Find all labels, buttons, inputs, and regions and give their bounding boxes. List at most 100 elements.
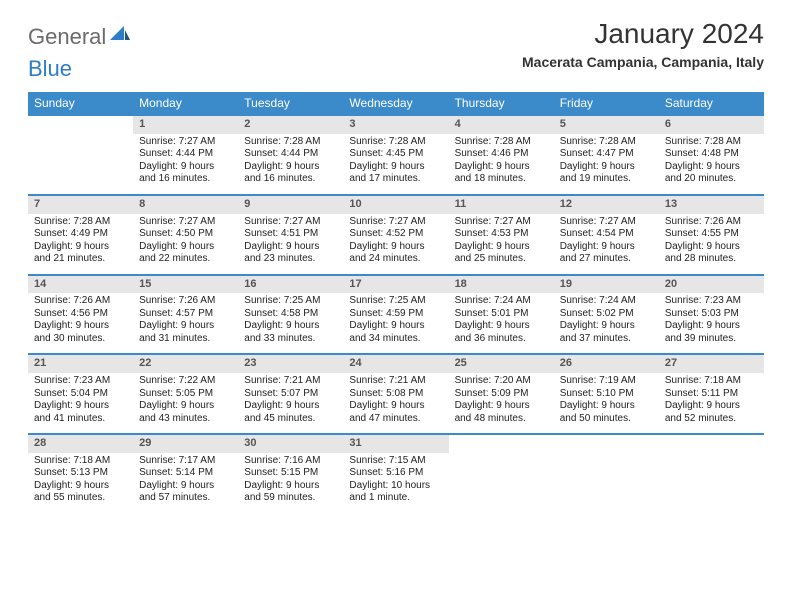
sunrise-text: Sunrise: 7:28 AM (455, 136, 548, 149)
day-number-row: 123456 (28, 115, 764, 134)
sunrise-text: Sunrise: 7:25 AM (349, 295, 442, 308)
daylight-text: Daylight: 9 hours (34, 241, 127, 254)
day-header: Saturday (659, 92, 764, 115)
daylight-text: and 37 minutes. (560, 333, 653, 346)
sunrise-text: Sunrise: 7:27 AM (560, 216, 653, 229)
sunset-text: Sunset: 5:13 PM (34, 467, 127, 480)
day-number-cell: 19 (554, 275, 659, 294)
day-detail-cell: Sunrise: 7:21 AMSunset: 5:07 PMDaylight:… (238, 373, 343, 434)
daylight-text: and 45 minutes. (244, 413, 337, 426)
sunrise-text: Sunrise: 7:18 AM (665, 375, 758, 388)
sunset-text: Sunset: 5:11 PM (665, 388, 758, 401)
sunrise-text: Sunrise: 7:16 AM (244, 455, 337, 468)
daylight-text: Daylight: 9 hours (139, 320, 232, 333)
sunset-text: Sunset: 5:16 PM (349, 467, 442, 480)
daylight-text: Daylight: 9 hours (244, 400, 337, 413)
day-detail-cell: Sunrise: 7:27 AMSunset: 4:54 PMDaylight:… (554, 214, 659, 275)
day-detail-cell: Sunrise: 7:27 AMSunset: 4:53 PMDaylight:… (449, 214, 554, 275)
daylight-text: and 16 minutes. (139, 173, 232, 186)
daylight-text: and 43 minutes. (139, 413, 232, 426)
sunrise-text: Sunrise: 7:27 AM (244, 216, 337, 229)
day-header-row: Sunday Monday Tuesday Wednesday Thursday… (28, 92, 764, 115)
day-number-cell: 29 (133, 434, 238, 453)
day-detail-cell: Sunrise: 7:21 AMSunset: 5:08 PMDaylight:… (343, 373, 448, 434)
day-detail-cell: Sunrise: 7:17 AMSunset: 5:14 PMDaylight:… (133, 453, 238, 513)
daylight-text: Daylight: 9 hours (560, 161, 653, 174)
daylight-text: and 31 minutes. (139, 333, 232, 346)
title-block: January 2024 Macerata Campania, Campania… (522, 18, 764, 70)
daylight-text: Daylight: 9 hours (34, 480, 127, 493)
daylight-text: Daylight: 9 hours (349, 320, 442, 333)
day-detail-cell: Sunrise: 7:20 AMSunset: 5:09 PMDaylight:… (449, 373, 554, 434)
daylight-text: Daylight: 9 hours (455, 161, 548, 174)
sunrise-text: Sunrise: 7:20 AM (455, 375, 548, 388)
calendar-page: General January 2024 Macerata Campania, … (0, 0, 792, 531)
sunrise-text: Sunrise: 7:28 AM (349, 136, 442, 149)
day-detail-cell: Sunrise: 7:28 AMSunset: 4:48 PMDaylight:… (659, 134, 764, 195)
sunrise-text: Sunrise: 7:18 AM (34, 455, 127, 468)
sunrise-text: Sunrise: 7:28 AM (560, 136, 653, 149)
day-number-cell: 26 (554, 354, 659, 373)
daylight-text: Daylight: 9 hours (665, 400, 758, 413)
sunset-text: Sunset: 5:02 PM (560, 308, 653, 321)
sunset-text: Sunset: 5:10 PM (560, 388, 653, 401)
day-header: Monday (133, 92, 238, 115)
day-number-cell: 31 (343, 434, 448, 453)
day-number-cell (659, 434, 764, 453)
daylight-text: and 23 minutes. (244, 253, 337, 266)
daylight-text: and 57 minutes. (139, 492, 232, 505)
daylight-text: Daylight: 9 hours (34, 320, 127, 333)
daylight-text: Daylight: 9 hours (349, 161, 442, 174)
daylight-text: and 48 minutes. (455, 413, 548, 426)
day-number-cell: 12 (554, 195, 659, 214)
sunset-text: Sunset: 4:44 PM (244, 148, 337, 161)
sunset-text: Sunset: 4:44 PM (139, 148, 232, 161)
daylight-text: and 28 minutes. (665, 253, 758, 266)
day-detail-cell: Sunrise: 7:28 AMSunset: 4:47 PMDaylight:… (554, 134, 659, 195)
daylight-text: and 41 minutes. (34, 413, 127, 426)
day-header: Thursday (449, 92, 554, 115)
daylight-text: and 20 minutes. (665, 173, 758, 186)
day-number-cell: 23 (238, 354, 343, 373)
day-number-cell: 28 (28, 434, 133, 453)
daylight-text: and 59 minutes. (244, 492, 337, 505)
day-number-row: 78910111213 (28, 195, 764, 214)
sunset-text: Sunset: 4:58 PM (244, 308, 337, 321)
day-detail-cell (28, 134, 133, 195)
day-number-cell: 7 (28, 195, 133, 214)
day-detail-cell: Sunrise: 7:16 AMSunset: 5:15 PMDaylight:… (238, 453, 343, 513)
sunrise-text: Sunrise: 7:24 AM (455, 295, 548, 308)
sunrise-text: Sunrise: 7:15 AM (349, 455, 442, 468)
day-number-cell: 16 (238, 275, 343, 294)
daylight-text: Daylight: 9 hours (665, 241, 758, 254)
day-number-cell: 25 (449, 354, 554, 373)
daylight-text: Daylight: 9 hours (139, 400, 232, 413)
day-number-cell: 30 (238, 434, 343, 453)
sunset-text: Sunset: 5:07 PM (244, 388, 337, 401)
daylight-text: and 19 minutes. (560, 173, 653, 186)
sunset-text: Sunset: 4:51 PM (244, 228, 337, 241)
sunrise-text: Sunrise: 7:24 AM (560, 295, 653, 308)
day-detail-cell: Sunrise: 7:22 AMSunset: 5:05 PMDaylight:… (133, 373, 238, 434)
day-number-cell: 10 (343, 195, 448, 214)
day-detail-cell: Sunrise: 7:25 AMSunset: 4:59 PMDaylight:… (343, 293, 448, 354)
day-detail-cell: Sunrise: 7:27 AMSunset: 4:50 PMDaylight:… (133, 214, 238, 275)
day-detail-cell: Sunrise: 7:27 AMSunset: 4:51 PMDaylight:… (238, 214, 343, 275)
day-detail-cell: Sunrise: 7:23 AMSunset: 5:03 PMDaylight:… (659, 293, 764, 354)
daylight-text: Daylight: 10 hours (349, 480, 442, 493)
day-detail-row: Sunrise: 7:18 AMSunset: 5:13 PMDaylight:… (28, 453, 764, 513)
daylight-text: Daylight: 9 hours (455, 400, 548, 413)
sunrise-text: Sunrise: 7:19 AM (560, 375, 653, 388)
day-detail-cell: Sunrise: 7:28 AMSunset: 4:45 PMDaylight:… (343, 134, 448, 195)
day-number-cell: 22 (133, 354, 238, 373)
daylight-text: and 36 minutes. (455, 333, 548, 346)
sunrise-text: Sunrise: 7:27 AM (139, 136, 232, 149)
sunrise-text: Sunrise: 7:17 AM (139, 455, 232, 468)
day-detail-cell: Sunrise: 7:23 AMSunset: 5:04 PMDaylight:… (28, 373, 133, 434)
day-number-cell: 1 (133, 115, 238, 134)
day-number-cell: 3 (343, 115, 448, 134)
day-detail-cell: Sunrise: 7:27 AMSunset: 4:52 PMDaylight:… (343, 214, 448, 275)
sunset-text: Sunset: 4:47 PM (560, 148, 653, 161)
day-header: Friday (554, 92, 659, 115)
day-detail-cell: Sunrise: 7:15 AMSunset: 5:16 PMDaylight:… (343, 453, 448, 513)
